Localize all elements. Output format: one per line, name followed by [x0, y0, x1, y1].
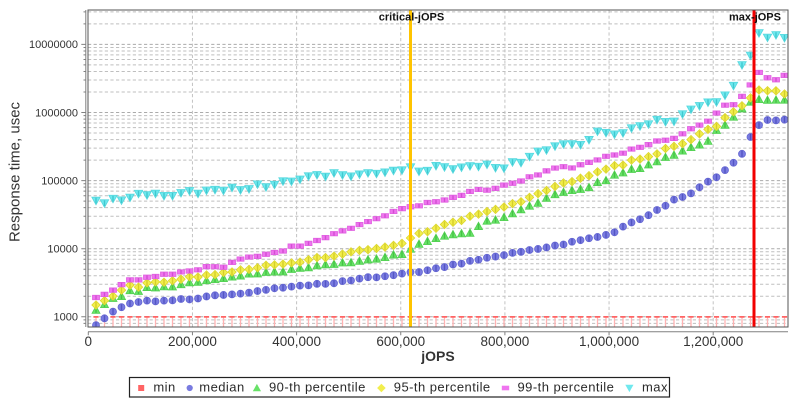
svg-text:1000: 1000: [54, 312, 78, 324]
svg-text:critical-jOPS: critical-jOPS: [379, 12, 444, 24]
svg-text:90-th percentile: 90-th percentile: [269, 380, 366, 395]
svg-text:jOPS: jOPS: [420, 348, 454, 364]
svg-text:400,000: 400,000: [272, 334, 321, 349]
svg-text:95-th percentile: 95-th percentile: [394, 380, 491, 395]
svg-text:100000: 100000: [41, 175, 78, 187]
svg-text:max: max: [642, 380, 668, 395]
svg-text:10000000: 10000000: [29, 39, 78, 51]
svg-text:800,000: 800,000: [480, 334, 529, 349]
svg-text:1,000,000: 1,000,000: [579, 334, 639, 349]
svg-text:1,200,000: 1,200,000: [683, 334, 743, 349]
svg-text:Response time, usec: Response time, usec: [7, 101, 24, 242]
svg-text:99-th percentile: 99-th percentile: [518, 380, 615, 395]
svg-text:10000: 10000: [47, 244, 78, 256]
svg-text:median: median: [199, 380, 244, 395]
svg-text:max-jOPS: max-jOPS: [729, 12, 781, 24]
svg-text:min: min: [153, 380, 175, 395]
svg-text:600,000: 600,000: [376, 334, 425, 349]
svg-text:200,000: 200,000: [168, 334, 217, 349]
svg-text:1000000: 1000000: [35, 107, 78, 119]
svg-text:0: 0: [85, 334, 93, 349]
